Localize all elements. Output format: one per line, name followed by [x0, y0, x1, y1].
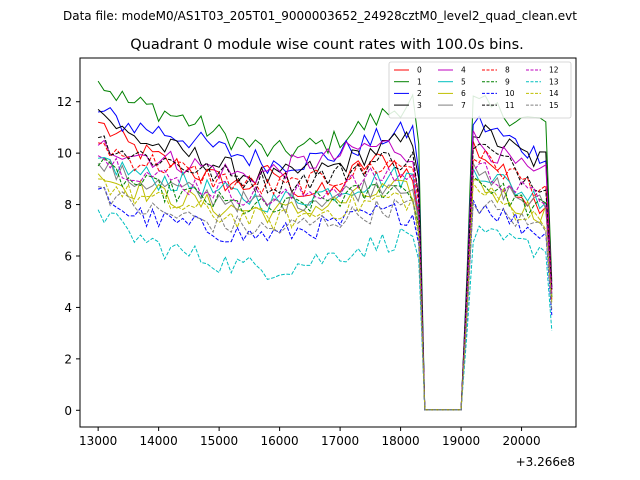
series-line-1 — [97, 80, 553, 411]
series-line-9 — [97, 157, 553, 411]
legend-box — [388, 61, 572, 119]
x-tick-label: 13000 — [79, 434, 117, 448]
y-tick-label: 0 — [64, 404, 72, 418]
legend-label-4: 4 — [461, 66, 466, 75]
series-line-8 — [98, 142, 553, 411]
legend-label-13: 13 — [549, 77, 559, 86]
series-line-11 — [97, 135, 553, 411]
x-offset-label: +3.266e8 — [516, 455, 575, 469]
series-line-0 — [98, 121, 553, 411]
y-tick-label: 4 — [64, 301, 72, 315]
chart-title: Quadrant 0 module wise count rates with … — [130, 37, 524, 53]
y-tick-label: 12 — [57, 95, 72, 109]
plot-lines — [97, 80, 553, 411]
x-tick-label: 14000 — [140, 434, 178, 448]
x-tick-label: 15000 — [200, 434, 238, 448]
legend-label-14: 14 — [549, 89, 559, 98]
x-tick-label: 16000 — [261, 434, 299, 448]
legend-label-6: 6 — [461, 89, 466, 98]
axes-frame — [79, 57, 577, 428]
x-tick-label: 20000 — [502, 434, 540, 448]
y-axis: 0 2 4 6 8 10 12 — [57, 95, 80, 418]
x-tick-label: 17000 — [321, 434, 359, 448]
legend-label-1: 1 — [417, 77, 422, 86]
y-tick-label: 6 — [64, 250, 72, 264]
chart-suptitle: Data file: modeM0/AS1T03_205T01_90000036… — [63, 9, 577, 23]
legend-label-12: 12 — [549, 66, 559, 75]
series-line-12 — [97, 155, 553, 411]
series-line-4 — [97, 130, 553, 411]
x-tick-label: 18000 — [381, 434, 419, 448]
y-tick-label: 2 — [64, 352, 72, 366]
series-line-7 — [97, 159, 553, 411]
x-tick-label: 19000 — [442, 434, 480, 448]
x-axis: 13000 14000 15000 16000 17000 18000 19000 20000 — [79, 427, 541, 448]
series-line-10 — [97, 186, 553, 411]
series-line-13 — [97, 209, 553, 411]
legend-label-3: 3 — [417, 101, 422, 110]
legend-label-2: 2 — [417, 89, 422, 98]
series-line-6 — [97, 173, 553, 411]
series-line-15 — [97, 186, 553, 411]
series-line-14 — [98, 178, 553, 411]
legend-label-15: 15 — [549, 101, 559, 110]
series-line-3 — [97, 109, 553, 411]
legend-label-7: 7 — [461, 101, 466, 110]
series-line-2 — [98, 107, 553, 411]
legend-label-10: 10 — [505, 89, 515, 98]
legend-label-11: 11 — [505, 101, 515, 110]
legend-label-0: 0 — [417, 66, 422, 75]
legend-label-5: 5 — [461, 77, 466, 86]
y-tick-label: 10 — [57, 147, 72, 161]
legend-label-9: 9 — [505, 77, 510, 86]
legend-label-8: 8 — [505, 66, 510, 75]
y-tick-label: 8 — [64, 198, 72, 212]
